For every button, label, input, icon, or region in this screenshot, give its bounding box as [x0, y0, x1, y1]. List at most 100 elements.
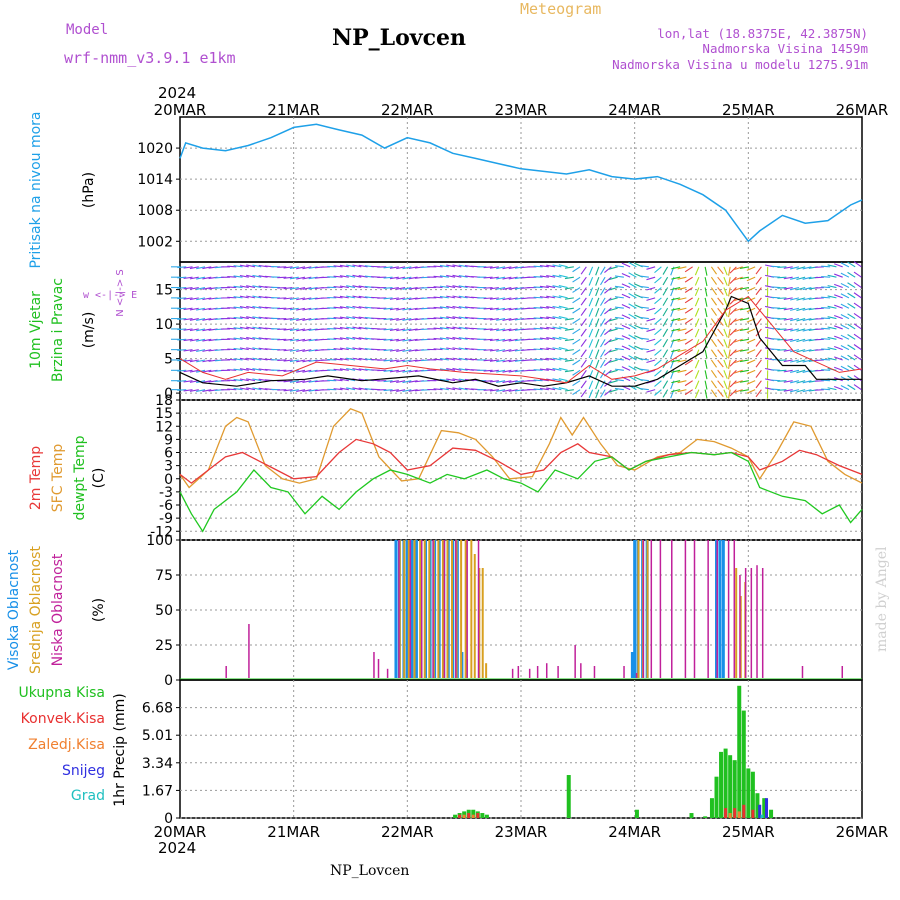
- wind-arrow: [595, 318, 600, 328]
- precip-legend-item: Snijeg: [62, 763, 105, 779]
- wind-arrow: [189, 318, 199, 321]
- wind-arrow: [358, 275, 368, 278]
- wind-arrow: [452, 357, 462, 361]
- wind-arrow: [246, 326, 256, 330]
- wind-arrow: [677, 349, 687, 353]
- wind-arrow: [654, 318, 662, 325]
- wind-arrow: [694, 287, 700, 297]
- precip-bar-total: [723, 748, 728, 818]
- wind-arrow: [546, 357, 556, 361]
- wind-arrow: [496, 328, 506, 332]
- wind-arrow: [717, 359, 724, 368]
- wind-arrow: [694, 318, 700, 328]
- wind-arrow: [755, 307, 762, 316]
- wind-arrow: [654, 349, 662, 356]
- wind-arrow: [783, 359, 793, 363]
- wind-arrow: [564, 338, 574, 342]
- wind-arrow: [840, 334, 850, 340]
- model-name: wrf-nmm_v3.9.1 e1km: [64, 49, 236, 67]
- precip-bar-total: [755, 793, 760, 818]
- wind-arrow: [552, 295, 562, 299]
- wind-arrow: [588, 339, 594, 348]
- wind-arrow: [777, 266, 787, 269]
- wind-arrow: [600, 318, 606, 327]
- wind-arrow: [840, 282, 850, 289]
- wind-arrow: [508, 318, 518, 321]
- wind-arrow: [717, 297, 724, 306]
- wind-arrow: [539, 337, 549, 340]
- wind-arrow: [333, 388, 343, 391]
- wind-arrow: [783, 369, 793, 373]
- wind-arrow: [628, 365, 637, 371]
- wind-arrow: [564, 266, 574, 269]
- wind-arrow: [489, 266, 499, 269]
- wind-arrow: [595, 287, 600, 297]
- wind-arrow: [733, 328, 743, 333]
- wind-arrow: [646, 369, 656, 374]
- wind-arrow: [847, 323, 856, 330]
- wind-arrow: [600, 287, 606, 296]
- wind-arrow: [729, 287, 737, 295]
- wind-arrow: [546, 368, 556, 371]
- wind-arrow: [840, 355, 850, 361]
- wind-arrow: [502, 369, 512, 373]
- wind-arrow: [339, 347, 349, 351]
- precip-bar-total: [484, 814, 489, 818]
- wind-arrow: [580, 389, 587, 398]
- wind-arrow: [677, 307, 687, 311]
- wind-arrow: [755, 318, 762, 327]
- wind-arrow: [639, 265, 649, 268]
- wind-arrow: [572, 266, 581, 273]
- wind-arrow: [677, 266, 687, 270]
- wind-arrow: [196, 307, 206, 311]
- wind-arrow: [458, 274, 468, 278]
- wind-arrow: [621, 283, 631, 289]
- wind-arrow: [729, 359, 737, 367]
- station-title: NP_Lovcen: [332, 25, 466, 51]
- wind-arrow: [755, 359, 762, 368]
- wind-arrow: [177, 266, 187, 269]
- wind-arrow: [853, 323, 862, 330]
- wind-arrow: [458, 295, 468, 299]
- wind-arrow: [227, 388, 237, 391]
- wind-arrow: [396, 389, 406, 392]
- wind-arrow: [814, 318, 824, 320]
- wind-arrow: [239, 316, 249, 320]
- wind-arrow: [853, 302, 862, 309]
- wind-arrow: [572, 276, 581, 283]
- wind-arrow: [796, 349, 806, 353]
- wind-arrow: [539, 306, 549, 309]
- wind-arrow: [639, 327, 649, 330]
- wind-arrow: [358, 326, 368, 330]
- wind-arrow: [723, 276, 728, 286]
- wind-arrow: [202, 380, 212, 383]
- wind-arrow: [283, 328, 293, 331]
- wind-arrow: [834, 335, 843, 340]
- wind-arrow: [502, 338, 512, 342]
- wind-arrow: [358, 306, 368, 309]
- wind-arrow: [588, 308, 594, 317]
- wind-arrow: [302, 380, 312, 384]
- wind-arrow: [746, 276, 756, 282]
- wind-arrow: [558, 357, 568, 361]
- wind-arrow: [233, 387, 243, 391]
- wind-arrow: [746, 338, 756, 344]
- wind-arrow: [654, 266, 662, 274]
- wind-arrow: [783, 266, 793, 269]
- wind-arrow: [339, 306, 349, 309]
- ytick-label-temperature: 6: [164, 446, 173, 462]
- wind-arrow: [539, 265, 549, 268]
- wind-arrow: [189, 359, 199, 363]
- wind-arrow: [346, 305, 356, 309]
- wind-arrow: [677, 380, 687, 384]
- wind-arrow: [196, 266, 206, 270]
- wind-arrow: [402, 307, 412, 311]
- wind-arrow: [558, 315, 568, 320]
- precip-legend-item: Ukupna Kisa: [18, 685, 105, 701]
- wind-arrow: [790, 338, 800, 342]
- wind-arrow: [790, 318, 800, 322]
- wind-arrow: [483, 349, 493, 351]
- wind-arrow: [840, 385, 850, 391]
- wind-arrow: [452, 326, 462, 330]
- wind-arrow: [729, 349, 737, 357]
